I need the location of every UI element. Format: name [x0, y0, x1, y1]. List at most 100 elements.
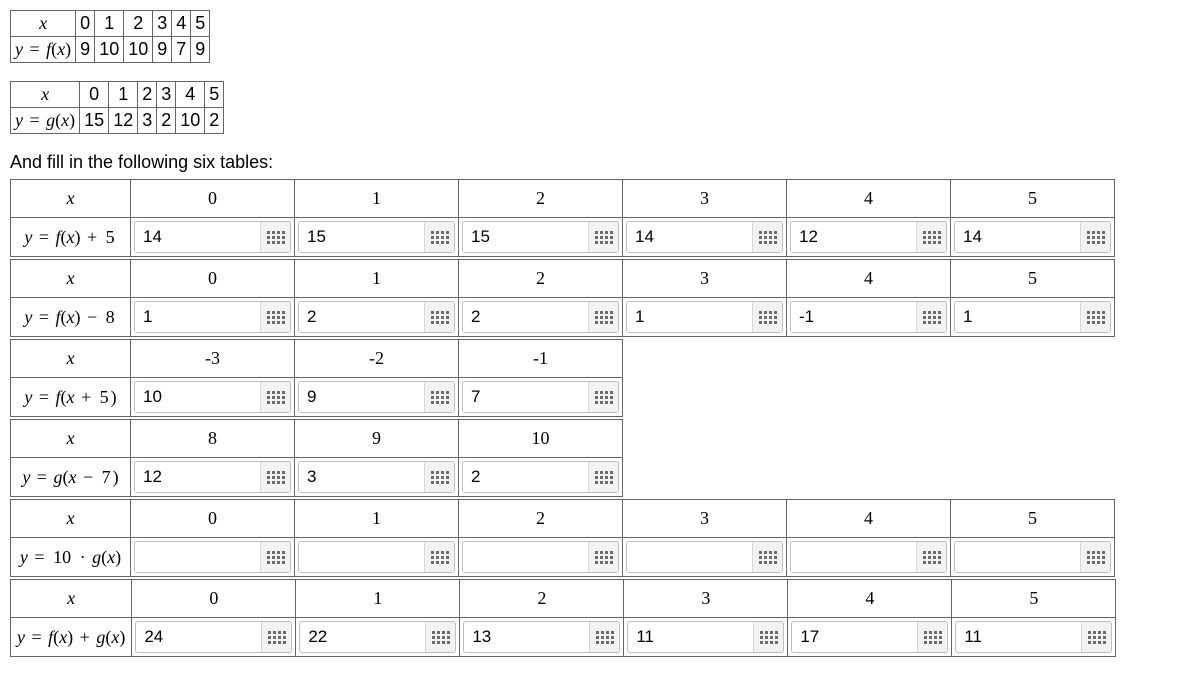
answer-value[interactable]	[955, 542, 1080, 572]
answer-value[interactable]: 12	[135, 462, 260, 492]
work-5-xlabel: x	[11, 580, 132, 618]
answer-input[interactable]	[462, 541, 619, 573]
answer-input[interactable]	[790, 541, 947, 573]
keypad-icon[interactable]	[1080, 222, 1110, 252]
answer-input[interactable]: 2	[462, 301, 619, 333]
work-0-cell0: 14	[131, 218, 295, 257]
keypad-icon[interactable]	[1080, 302, 1110, 332]
answer-value[interactable]: 2	[463, 302, 588, 332]
answer-input[interactable]: 9	[298, 381, 455, 413]
answer-value[interactable]: 7	[463, 382, 588, 412]
keypad-icon[interactable]	[589, 622, 619, 652]
answer-input[interactable]: 12	[134, 461, 291, 493]
keypad-icon[interactable]	[260, 222, 290, 252]
answer-value[interactable]: 15	[299, 222, 424, 252]
answer-value[interactable]: 17	[792, 622, 917, 652]
answer-value[interactable]	[463, 542, 588, 572]
answer-input[interactable]: 11	[955, 621, 1112, 653]
keypad-icon[interactable]	[260, 382, 290, 412]
keypad-icon[interactable]	[588, 222, 618, 252]
answer-input[interactable]: 11	[627, 621, 784, 653]
answer-value[interactable]: -1	[791, 302, 916, 332]
answer-value[interactable]: 24	[136, 622, 261, 652]
keypad-icon[interactable]	[260, 542, 290, 572]
answer-input[interactable]: 14	[626, 221, 783, 253]
answer-value[interactable]	[627, 542, 752, 572]
answer-input[interactable]: 2	[462, 461, 619, 493]
answer-input[interactable]: 2	[298, 301, 455, 333]
keypad-icon[interactable]	[588, 542, 618, 572]
answer-value[interactable]: 12	[791, 222, 916, 252]
answer-value[interactable]: 3	[299, 462, 424, 492]
answer-input[interactable]: 22	[299, 621, 456, 653]
keypad-icon[interactable]	[424, 462, 454, 492]
answer-value[interactable]	[791, 542, 916, 572]
work-5-cell2: 13	[460, 618, 624, 657]
answer-value[interactable]: 22	[300, 622, 425, 652]
keypad-icon[interactable]	[916, 222, 946, 252]
answer-input[interactable]: 1	[626, 301, 783, 333]
answer-value[interactable]	[135, 542, 260, 572]
keypad-icon[interactable]	[424, 382, 454, 412]
answer-value[interactable]: 11	[956, 622, 1081, 652]
keypad-icon[interactable]	[752, 542, 782, 572]
answer-input[interactable]	[134, 541, 291, 573]
answer-input[interactable]: 7	[462, 381, 619, 413]
answer-input[interactable]: 17	[791, 621, 948, 653]
keypad-icon[interactable]	[917, 622, 947, 652]
answer-value[interactable]: 15	[463, 222, 588, 252]
answer-value[interactable]: 2	[463, 462, 588, 492]
work-5-x5: 5	[952, 580, 1116, 618]
answer-input[interactable]: -1	[790, 301, 947, 333]
answer-input[interactable]: 15	[298, 221, 455, 253]
answer-input[interactable]: 14	[954, 221, 1111, 253]
answer-value[interactable]	[299, 542, 424, 572]
work-1-cell1: 2	[295, 298, 459, 337]
answer-input[interactable]	[298, 541, 455, 573]
answer-value[interactable]: 11	[628, 622, 753, 652]
answer-value[interactable]: 1	[135, 302, 260, 332]
keypad-icon[interactable]	[1081, 622, 1111, 652]
keypad-icon[interactable]	[752, 222, 782, 252]
answer-input[interactable]: 14	[134, 221, 291, 253]
answer-value[interactable]: 14	[627, 222, 752, 252]
answer-input[interactable]: 1	[954, 301, 1111, 333]
answer-value[interactable]: 13	[464, 622, 589, 652]
keypad-icon[interactable]	[424, 222, 454, 252]
answer-input[interactable]: 3	[298, 461, 455, 493]
keypad-icon[interactable]	[753, 622, 783, 652]
work-2-cell1: 9	[295, 378, 459, 417]
given-g-y4: 10	[176, 108, 205, 134]
work-0-cell3: 14	[623, 218, 787, 257]
keypad-icon[interactable]	[588, 382, 618, 412]
answer-value[interactable]: 1	[955, 302, 1080, 332]
work-1-cell0: 1	[131, 298, 295, 337]
keypad-icon[interactable]	[1080, 542, 1110, 572]
keypad-icon[interactable]	[424, 302, 454, 332]
keypad-icon[interactable]	[752, 302, 782, 332]
keypad-icon[interactable]	[588, 462, 618, 492]
work-4-cell3	[623, 538, 787, 577]
answer-input[interactable]: 15	[462, 221, 619, 253]
answer-value[interactable]: 2	[299, 302, 424, 332]
answer-input[interactable]: 12	[790, 221, 947, 253]
answer-input[interactable]: 1	[134, 301, 291, 333]
answer-value[interactable]: 14	[955, 222, 1080, 252]
answer-input[interactable]: 10	[134, 381, 291, 413]
answer-value[interactable]: 1	[627, 302, 752, 332]
answer-value[interactable]: 10	[135, 382, 260, 412]
keypad-icon[interactable]	[260, 462, 290, 492]
answer-input[interactable]: 24	[135, 621, 292, 653]
keypad-icon[interactable]	[424, 542, 454, 572]
keypad-icon[interactable]	[916, 302, 946, 332]
answer-value[interactable]: 14	[135, 222, 260, 252]
answer-input[interactable]: 13	[463, 621, 620, 653]
keypad-icon[interactable]	[916, 542, 946, 572]
keypad-icon[interactable]	[588, 302, 618, 332]
answer-value[interactable]: 9	[299, 382, 424, 412]
answer-input[interactable]	[954, 541, 1111, 573]
keypad-icon[interactable]	[260, 302, 290, 332]
answer-input[interactable]	[626, 541, 783, 573]
keypad-icon[interactable]	[425, 622, 455, 652]
keypad-icon[interactable]	[261, 622, 291, 652]
